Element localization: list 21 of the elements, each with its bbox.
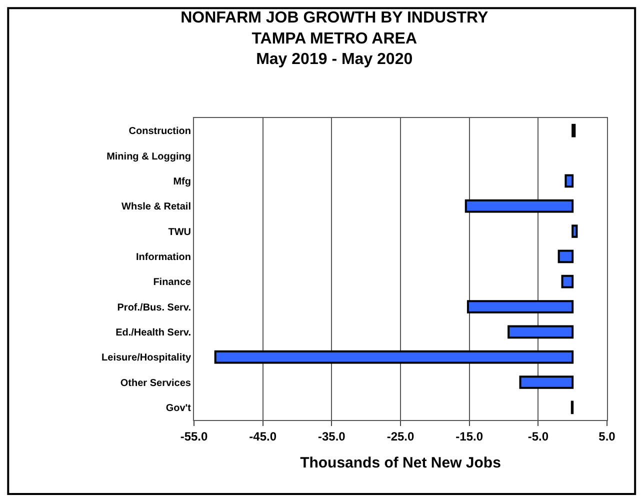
y-tick-label: Mfg: [173, 176, 191, 188]
x-tick-label: -5.0: [528, 429, 549, 444]
y-tick-label: TWU: [168, 226, 191, 238]
y-tick-label: Other Services: [120, 378, 192, 389]
x-tick-label: -35.0: [318, 429, 346, 444]
x-tick-label: -45.0: [249, 429, 277, 444]
y-tick-label: Construction: [128, 126, 191, 138]
y-tick-label: Ed./Health Serv.: [116, 327, 192, 338]
y-tick-label: Finance: [153, 277, 192, 288]
chart-title: NONFARM JOB GROWTH BY INDUSTRY TAMPA METRO AREA May 2019 - May 2020: [180, 10, 488, 68]
x-axis-title: Thousands of Net New Jobs: [300, 454, 501, 472]
y-tick-label: Whsle & Retail: [122, 202, 192, 213]
x-tick-label: 5.0: [598, 429, 616, 444]
x-tick-label: -25.0: [386, 429, 414, 444]
x-tick-label: -55.0: [180, 429, 208, 444]
y-tick-label: Information: [136, 252, 191, 263]
y-tick-label: Mining & Logging: [106, 151, 191, 162]
y-tick-label: Leisure/Hospitality: [102, 352, 192, 364]
y-tick-label: Gov't: [166, 402, 192, 414]
y-tick-label: Prof./Bus. Serv.: [117, 302, 192, 314]
x-tick-label: -15.0: [456, 429, 484, 444]
